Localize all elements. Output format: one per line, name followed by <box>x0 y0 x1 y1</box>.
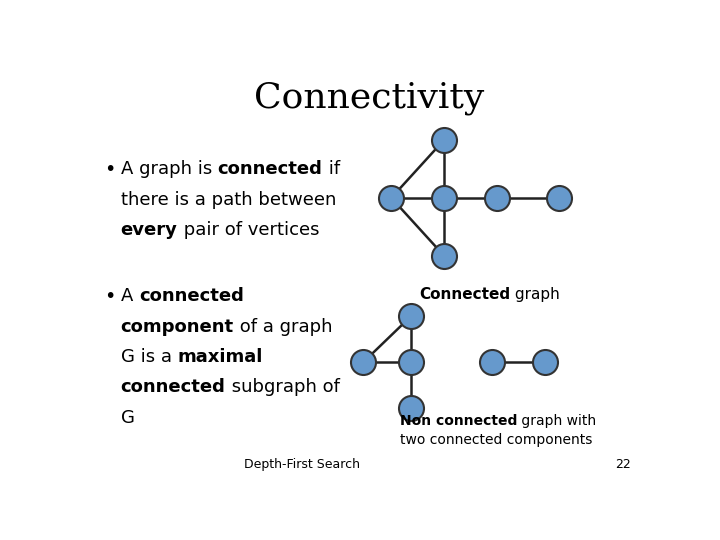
Text: pair of vertices: pair of vertices <box>178 221 319 239</box>
Text: G: G <box>121 409 135 427</box>
Text: graph with: graph with <box>517 414 596 428</box>
Text: A graph is: A graph is <box>121 160 217 178</box>
Point <box>405 312 417 321</box>
Point <box>438 193 450 202</box>
Text: •: • <box>104 160 115 179</box>
Text: connected: connected <box>217 160 323 178</box>
Text: component: component <box>121 318 234 335</box>
Text: G is a: G is a <box>121 348 177 366</box>
Point <box>405 403 417 412</box>
Point <box>486 358 498 367</box>
Text: every: every <box>121 221 178 239</box>
Text: •: • <box>104 287 115 306</box>
Text: there is a path between: there is a path between <box>121 191 336 209</box>
Text: A: A <box>121 287 139 305</box>
Text: subgraph of: subgraph of <box>225 379 339 396</box>
Point <box>386 193 397 202</box>
Text: of a graph: of a graph <box>234 318 333 335</box>
Point <box>553 193 564 202</box>
Text: graph: graph <box>510 287 560 302</box>
Text: Connectivity: Connectivity <box>254 82 484 116</box>
Text: connected: connected <box>139 287 243 305</box>
Point <box>438 252 450 260</box>
Text: Connected: Connected <box>419 287 510 302</box>
Text: Depth-First Search: Depth-First Search <box>244 458 360 471</box>
Text: maximal: maximal <box>177 348 263 366</box>
Point <box>539 358 551 367</box>
Text: Non connected: Non connected <box>400 414 517 428</box>
Text: if: if <box>323 160 340 178</box>
Text: two connected components: two connected components <box>400 433 592 447</box>
Text: connected: connected <box>121 379 225 396</box>
Point <box>358 358 369 367</box>
Point <box>405 358 417 367</box>
Point <box>492 193 503 202</box>
Point <box>438 136 450 144</box>
Text: 22: 22 <box>616 458 631 471</box>
